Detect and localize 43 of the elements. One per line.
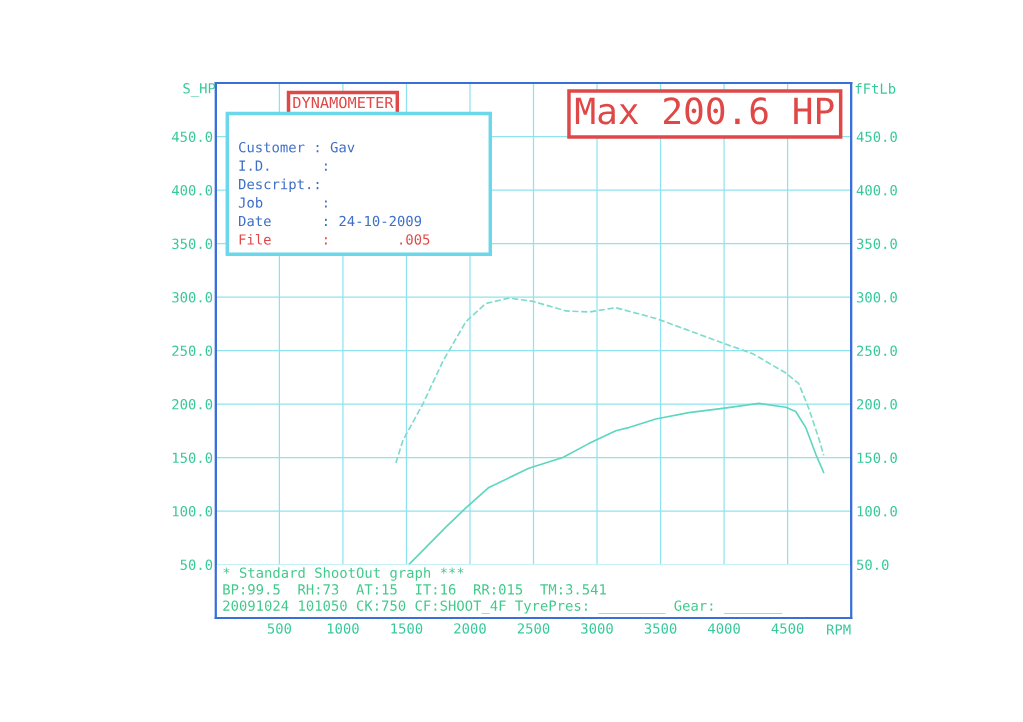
annotation: 20091024 101050 CK:750 CF:SHOOT_4F TyrePres: ________ Gear: _______ bbox=[223, 600, 783, 614]
x-tick-label: 1500 bbox=[391, 623, 423, 634]
y2-tick-label: 100.0 bbox=[857, 506, 897, 517]
y2-tick-label: 400.0 bbox=[856, 185, 897, 196]
x-tick-label: 2000 bbox=[454, 623, 486, 634]
y2-tick-label: 350.0 bbox=[856, 238, 897, 250]
y2-tick-label: 50.0 bbox=[856, 559, 889, 571]
y2-tick-label: 300.0 bbox=[856, 292, 897, 303]
y-tick-label: 50.0 bbox=[180, 559, 213, 571]
annotation: Job : bbox=[238, 197, 327, 208]
line-series bbox=[407, 402, 825, 567]
y-axis-title: S_HP bbox=[183, 83, 216, 97]
x-tick-label: 4000 bbox=[708, 623, 740, 634]
x-tick-label: 2500 bbox=[517, 623, 550, 634]
y-tick-label: 250.0 bbox=[172, 345, 213, 357]
annotation: * Standard ShootOut graph *** bbox=[223, 567, 464, 581]
y-tick-label: 450.0 bbox=[171, 131, 213, 143]
x-axis-title: RPM bbox=[827, 624, 851, 635]
line-series bbox=[395, 297, 825, 464]
y2-axis-title: fFtLb bbox=[855, 83, 896, 94]
annotation: Max 200.6 HP bbox=[575, 97, 834, 125]
y2-tick-label: 450.0 bbox=[856, 131, 897, 143]
y2-tick-label: 250.0 bbox=[857, 345, 897, 357]
annotation: Descript.: bbox=[239, 178, 319, 193]
annotation: Date : 24-10-2009 bbox=[239, 215, 422, 227]
y-tick-label: 300.0 bbox=[172, 292, 213, 303]
y2-tick-label: 200.0 bbox=[857, 399, 897, 410]
y-tick-label: 100.0 bbox=[172, 506, 213, 517]
y-tick-label: 350.0 bbox=[172, 238, 213, 250]
y-tick-label: 150.0 bbox=[172, 452, 213, 464]
x-tick-label: 1000 bbox=[327, 623, 359, 634]
y-tick-label: 400.0 bbox=[171, 185, 213, 196]
annotation: Customer : Gav bbox=[239, 141, 355, 153]
text: DYNAMOMETER bbox=[293, 96, 394, 109]
x-tick-label: 4500 bbox=[771, 623, 804, 634]
y2-tick-label: 150.0 bbox=[857, 452, 897, 464]
annotation: BP:99.5 RH:73 AT:15 IT:16 RR:015 TM:3.541 bbox=[223, 584, 606, 595]
y-tick-label: 200.0 bbox=[172, 399, 213, 410]
x-tick-label: 3000 bbox=[581, 623, 613, 634]
x-tick-label: 3500 bbox=[644, 623, 677, 634]
annotation: File : .005 bbox=[239, 233, 430, 245]
x-tick-label: 500 bbox=[267, 623, 292, 634]
annotation: I.D. : bbox=[239, 160, 327, 171]
